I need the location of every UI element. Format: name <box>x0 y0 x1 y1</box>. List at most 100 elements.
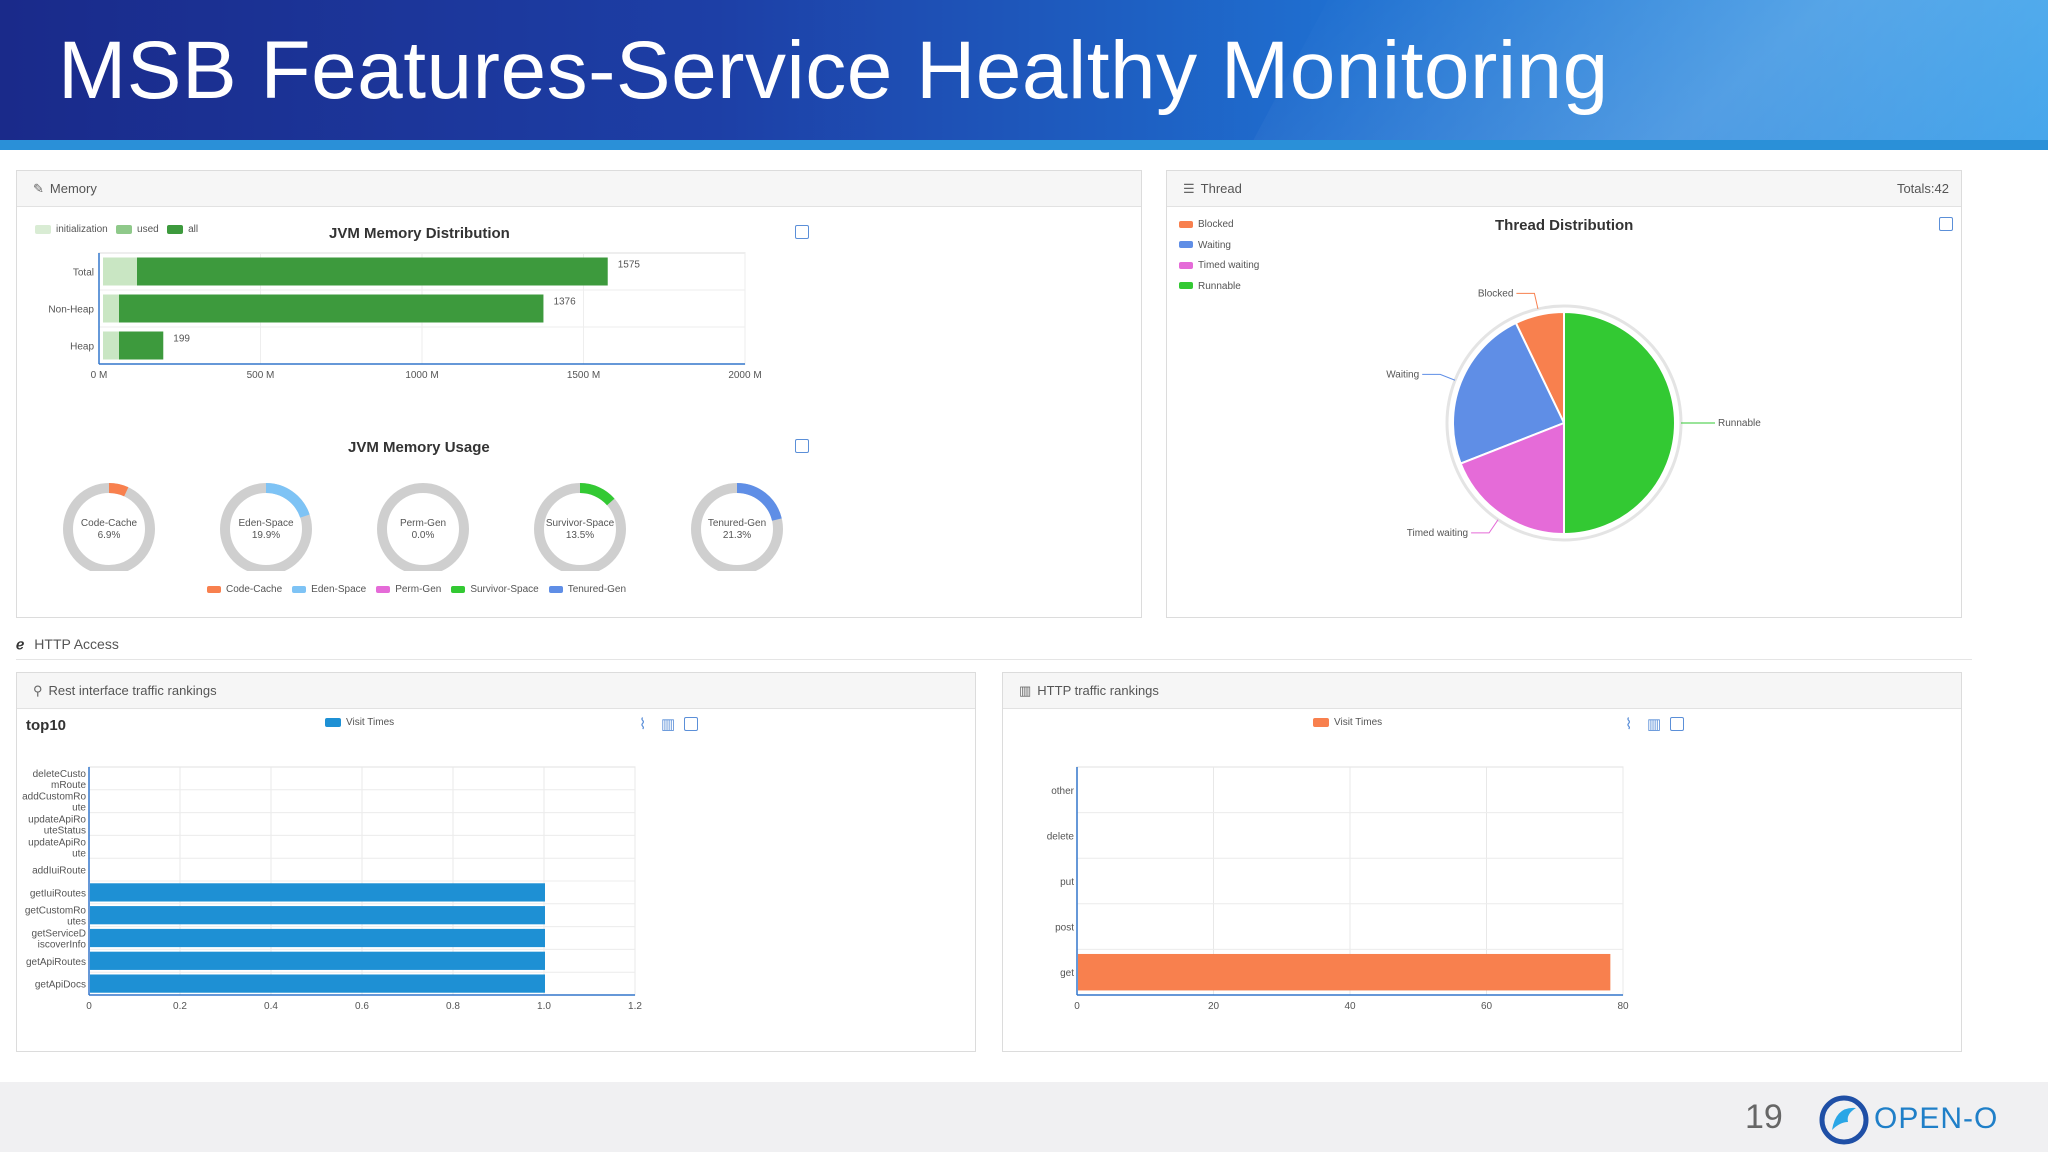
gauge-arc <box>265 483 310 518</box>
thread-legend-label: Waiting <box>1198 239 1231 251</box>
pie-label-line <box>1516 292 1539 310</box>
thread-header-label: Thread <box>1200 181 1242 196</box>
memory-category-label: Non-Heap <box>48 305 94 316</box>
save-image-icon[interactable] <box>795 439 809 453</box>
rest-category-label: getServiceD <box>32 929 86 940</box>
memory-bar-used <box>103 257 137 286</box>
gauge-legend-item[interactable]: Perm-Gen <box>376 584 441 595</box>
pie-slice-label: Blocked <box>1478 288 1514 299</box>
rest-bar <box>90 906 545 925</box>
bar-chart-toggle-icon[interactable]: ▥ <box>1647 716 1662 733</box>
gauge-pct-label: 13.5% <box>566 530 594 541</box>
gauge-legend-label: Perm-Gen <box>395 584 442 595</box>
pie-slice <box>1459 421 1565 536</box>
gauge-legend-swatch <box>451 585 466 593</box>
memory-value-label: 1575 <box>618 260 641 271</box>
rest-subtitle: top10 <box>26 717 67 734</box>
gauge-name-label: Code-Cache <box>81 518 138 529</box>
title-banner: MSB Features-Service Healthy Monitoring <box>0 0 2048 150</box>
legend-visit-times: Visit Times <box>346 717 395 728</box>
save-image-icon[interactable] <box>1939 217 1953 231</box>
legend-swatch-visit-times <box>1313 717 1329 727</box>
rest-header-label: Rest interface traffic rankings <box>48 683 217 698</box>
gauge-pct-label: 21.3% <box>723 530 751 541</box>
ie-icon: ℯ <box>16 636 25 652</box>
line-chart-toggle-icon[interactable]: ⌇ <box>1625 716 1633 733</box>
rest-category-label: getCustomRo <box>25 906 87 917</box>
save-image-icon[interactable] <box>684 717 698 731</box>
open-o-logo-icon <box>1819 1095 1869 1145</box>
rest-tick-label: 1.0 <box>537 1001 551 1012</box>
rest-category-label: ute <box>72 803 86 814</box>
http-tick-label: 20 <box>1208 1001 1220 1012</box>
gauge-legend-swatch <box>292 585 307 593</box>
rest-category-label: utes <box>67 917 86 928</box>
memory-distribution-chart: 0 M 500 M 1000 M 1500 M 2000 M Total 1575 Non-H… <box>48 252 762 381</box>
memory-panel: ✎ Memory initialization used all JVM Memo… <box>16 170 1142 618</box>
rest-category-label: ute <box>72 848 86 859</box>
link-icon: ⚲ <box>33 683 43 698</box>
rest-tick-label: 0.2 <box>173 1001 187 1012</box>
thread-legend-item[interactable]: Runnable <box>1179 277 1259 298</box>
save-image-icon[interactable] <box>1670 717 1684 731</box>
rest-category-label: addIuiRoute <box>32 866 86 877</box>
rest-bar <box>90 974 545 993</box>
slide-footer <box>0 1082 2048 1152</box>
gauge-arc <box>108 483 129 497</box>
rest-category-label: getIuiRoutes <box>30 888 86 899</box>
page-number: 19 <box>1745 1098 1783 1136</box>
bar-chart-toggle-icon[interactable]: ▥ <box>661 716 676 733</box>
http-tick-label: 40 <box>1344 1001 1356 1012</box>
rest-tick-label: 0.8 <box>446 1001 460 1012</box>
pie-slice-label: Waiting <box>1386 369 1419 380</box>
pie-slice <box>1563 310 1676 536</box>
rest-legend: Visit Times <box>325 717 394 728</box>
gauge-name-label: Tenured-Gen <box>708 518 766 529</box>
logo-text: OPEN-O <box>1874 1102 1999 1135</box>
gauge-legend-item[interactable]: Survivor-Space <box>451 584 539 595</box>
rest-traffic-panel: ⚲ Rest interface traffic rankings top10 V… <box>16 672 976 1052</box>
rest-category-label: updateApiRo <box>28 815 86 826</box>
gauge-legend-swatch <box>376 585 391 593</box>
rest-category-label: uteStatus <box>44 826 86 837</box>
save-image-icon[interactable] <box>795 225 809 239</box>
http-category-label: post <box>1055 923 1074 934</box>
thread-totals: Totals:42 <box>1896 181 1949 196</box>
memory-usage-title: JVM Memory Usage <box>348 439 490 456</box>
rest-panel-header: ⚲ Rest interface traffic rankings <box>17 673 975 709</box>
rest-category-label: addCustomRo <box>22 792 86 803</box>
gauge-legend-item[interactable]: Code-Cache <box>207 584 282 595</box>
thread-legend-swatch <box>1179 261 1193 269</box>
line-chart-toggle-icon[interactable]: ⌇ <box>639 716 647 733</box>
http-panel-header: ▥ HTTP traffic rankings <box>1003 673 1961 709</box>
thread-panel: ☰ Thread Totals:42 Blocked Waiting Timed wa… <box>1166 170 1962 618</box>
bar-chart-icon: ▥ <box>1019 683 1032 698</box>
rest-category-label: iscoverInfo <box>38 940 87 951</box>
pencil-icon: ✎ <box>33 181 44 196</box>
gauge-legend-swatch <box>548 585 563 593</box>
list-icon: ☰ <box>1183 181 1195 196</box>
thread-legend-swatch <box>1179 220 1193 228</box>
thread-legend-swatch <box>1179 241 1193 249</box>
http-tick-label: 80 <box>1617 1001 1629 1012</box>
gauge-name-label: Perm-Gen <box>400 518 446 529</box>
thread-legend-item[interactable]: Timed waiting <box>1179 256 1259 277</box>
gauge-legend-label: Code-Cache <box>226 584 283 595</box>
http-category-label: delete <box>1047 831 1075 842</box>
gauge-pct-label: 19.9% <box>252 530 280 541</box>
memory-value-label: 199 <box>173 334 190 345</box>
thread-legend-item[interactable]: Blocked <box>1179 215 1259 236</box>
pie-slice-label: Timed waiting <box>1407 528 1468 539</box>
memory-bar-used <box>103 294 119 323</box>
thread-legend-item[interactable]: Waiting <box>1179 236 1259 257</box>
gauge-legend-item[interactable]: Tenured-Gen <box>548 584 626 595</box>
gauge-name-label: Eden-Space <box>238 518 293 529</box>
legend-swatch-visit-times <box>325 717 341 727</box>
http-category-label: get <box>1060 968 1074 979</box>
memory-panel-header: ✎ Memory <box>17 171 1141 207</box>
slide-title: MSB Features-Service Healthy Monitoring <box>58 25 1609 116</box>
pie-slice-label: Runnable <box>1718 418 1761 429</box>
thread-distribution-title: Thread Distribution <box>1495 217 1634 234</box>
gauge-legend-item[interactable]: Eden-Space <box>292 584 366 595</box>
